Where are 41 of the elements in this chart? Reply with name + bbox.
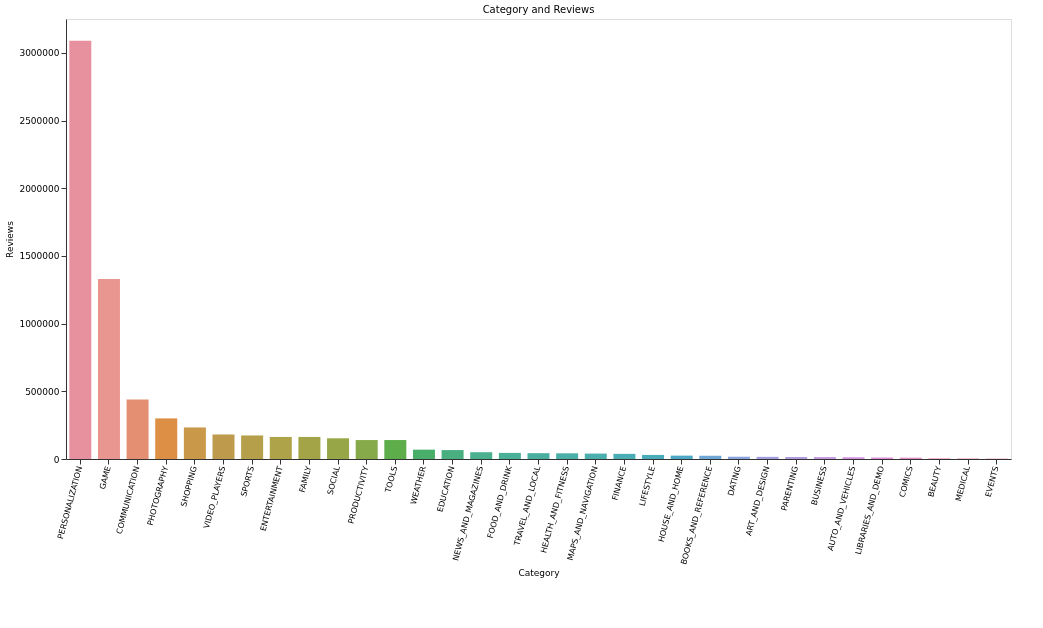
bar: [183, 427, 206, 459]
bar: [785, 456, 808, 459]
bar: [298, 436, 321, 459]
bar: [556, 453, 579, 459]
x-tick-label: SOCIAL: [325, 464, 343, 496]
bar: [699, 455, 722, 459]
bar: [584, 453, 607, 459]
bar: [97, 278, 120, 459]
bar: [470, 452, 493, 459]
y-tick-label: 2000000: [19, 183, 60, 194]
bar: [269, 436, 292, 459]
bar: [355, 440, 378, 459]
bar: [527, 453, 550, 459]
bar: [441, 450, 464, 459]
y-tick-label: 500000: [25, 386, 60, 397]
bar: [756, 456, 779, 459]
y-tick-label: 0: [53, 454, 60, 465]
x-axis-title: Category: [518, 568, 561, 579]
y-axis-title: Reviews: [5, 220, 16, 258]
bar: [642, 454, 665, 459]
bar: [412, 449, 435, 459]
x-tick-label: TOOLS: [383, 465, 400, 495]
x-tick-label: BEAUTY: [926, 465, 944, 499]
bar: [126, 399, 149, 459]
x-tick-label: FAMILY: [297, 465, 314, 494]
bar: [327, 438, 350, 459]
bar: [613, 453, 636, 459]
y-tick-label: 1000000: [19, 319, 60, 330]
y-tick-label: 2500000: [19, 116, 60, 127]
bar: [384, 440, 407, 459]
chart-title: Category and Reviews: [482, 4, 595, 15]
x-tick-label: SPORTS: [239, 465, 256, 498]
y-tick-label: 3000000: [19, 48, 60, 59]
x-tick-label: GAME: [98, 465, 113, 491]
bar: [212, 434, 235, 459]
y-tick-label: 1500000: [19, 251, 60, 262]
bar: [155, 418, 178, 459]
x-tick-label: EVENTS: [983, 465, 1001, 498]
bar: [498, 452, 521, 459]
bar: [69, 40, 92, 459]
bar: [241, 435, 264, 459]
